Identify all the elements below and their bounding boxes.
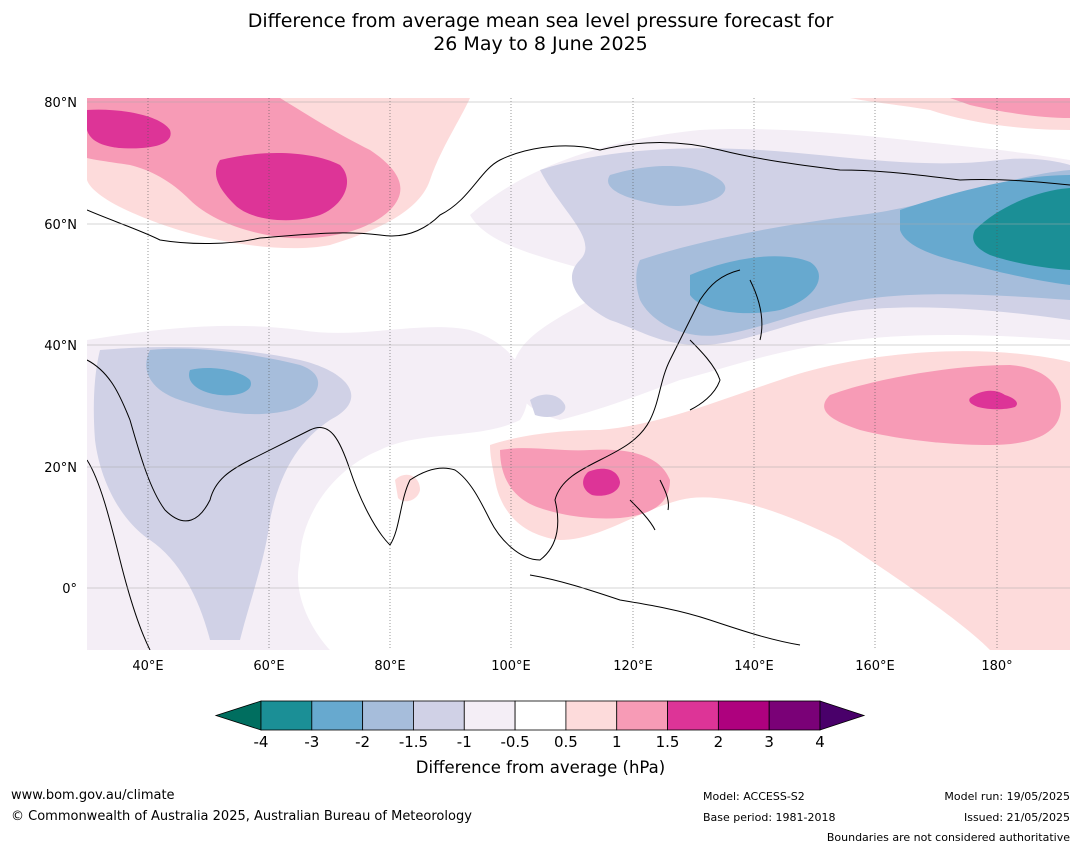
lon-label: 120°E (613, 659, 653, 674)
lon-label: 160°E (855, 659, 895, 674)
footer-model: Model: ACCESS-S2 (703, 790, 805, 803)
lon-label: 60°E (253, 659, 284, 674)
colorbar-tick-label: 1 (611, 733, 622, 751)
anomaly-region (608, 165, 726, 206)
colorbar-tick-label: 3 (764, 733, 774, 751)
map-title-line-2: 26 May to 8 June 2025 (433, 33, 648, 55)
colorbar-tick-label: -4 (253, 733, 269, 751)
colorbar-swatch (667, 700, 719, 731)
lon-label: 180° (981, 659, 1012, 674)
colorbar-swatch (311, 700, 364, 731)
colorbar-extend-high (819, 700, 866, 731)
lat-label: 0° (62, 582, 77, 597)
colorbar-swatch (260, 700, 313, 731)
lat-label: 20°N (44, 461, 77, 476)
colorbar-swatch (463, 700, 516, 731)
anomaly-region (93, 347, 352, 640)
anomaly-region (87, 109, 171, 149)
colorbar-tick-label: 1.5 (655, 733, 680, 751)
colorbar-swatch (413, 700, 465, 731)
colorbar-tick-label: 0.5 (553, 733, 578, 751)
colorbar (214, 700, 866, 731)
footer-copyright: © Commonwealth of Australia 2025, Austra… (11, 809, 472, 824)
colorbar-tick-label: -2 (355, 733, 371, 751)
graticule (147, 98, 998, 650)
colorbar-extend-low (214, 700, 262, 731)
colorbar-tick-label: 4 (815, 733, 825, 751)
lon-label: 140°E (734, 659, 774, 674)
anomaly-region (969, 390, 1017, 410)
colorbar-title: Difference from average (hPa) (415, 758, 666, 777)
anomaly-region (824, 365, 1061, 445)
anomaly-region (973, 188, 1070, 270)
colorbar-swatch (565, 700, 618, 731)
anomaly-region (690, 256, 819, 314)
footer-boundaries-note: Boundaries are not considered authoritat… (826, 831, 1070, 844)
colorbar-tick-label: -1 (456, 733, 472, 751)
colorbar-swatch (717, 700, 770, 731)
pressure-anomaly-field (87, 98, 1070, 650)
graticule-lat (87, 101, 1070, 589)
colorbar-tick-label: -1.5 (398, 733, 429, 751)
anomaly-region (395, 474, 420, 502)
colorbar-swatch (768, 700, 821, 731)
lat-label: 80°N (44, 96, 77, 111)
anomaly-region (189, 368, 251, 396)
colorbar-tick-label: -0.5 (500, 733, 530, 751)
footer-model-run: Model run: 19/05/2025 (944, 790, 1070, 803)
anomaly-region (215, 153, 348, 221)
map-title-line-1: Difference from average mean sea level p… (247, 10, 834, 32)
coastlines (87, 142, 1070, 650)
anomaly-region (950, 98, 1070, 118)
lat-label: 40°N (44, 339, 77, 354)
colorbar-swatch (616, 700, 668, 731)
lon-label: 100°E (491, 659, 531, 674)
anomaly-region (530, 394, 566, 417)
anomaly-region (583, 468, 620, 496)
footer-base-period: Base period: 1981-2018 (703, 811, 836, 824)
colorbar-swatch (362, 700, 414, 731)
lon-label: 80°E (374, 659, 405, 674)
colorbar-swatch (514, 700, 567, 731)
footer-url[interactable]: www.bom.gov.au/climate (11, 788, 175, 803)
lon-label: 40°E (132, 659, 163, 674)
colorbar-tick-label: 2 (713, 733, 724, 751)
colorbar-tick-label: -3 (304, 733, 320, 751)
lat-label: 60°N (44, 218, 77, 233)
footer-issued: Issued: 21/05/2025 (963, 811, 1070, 824)
